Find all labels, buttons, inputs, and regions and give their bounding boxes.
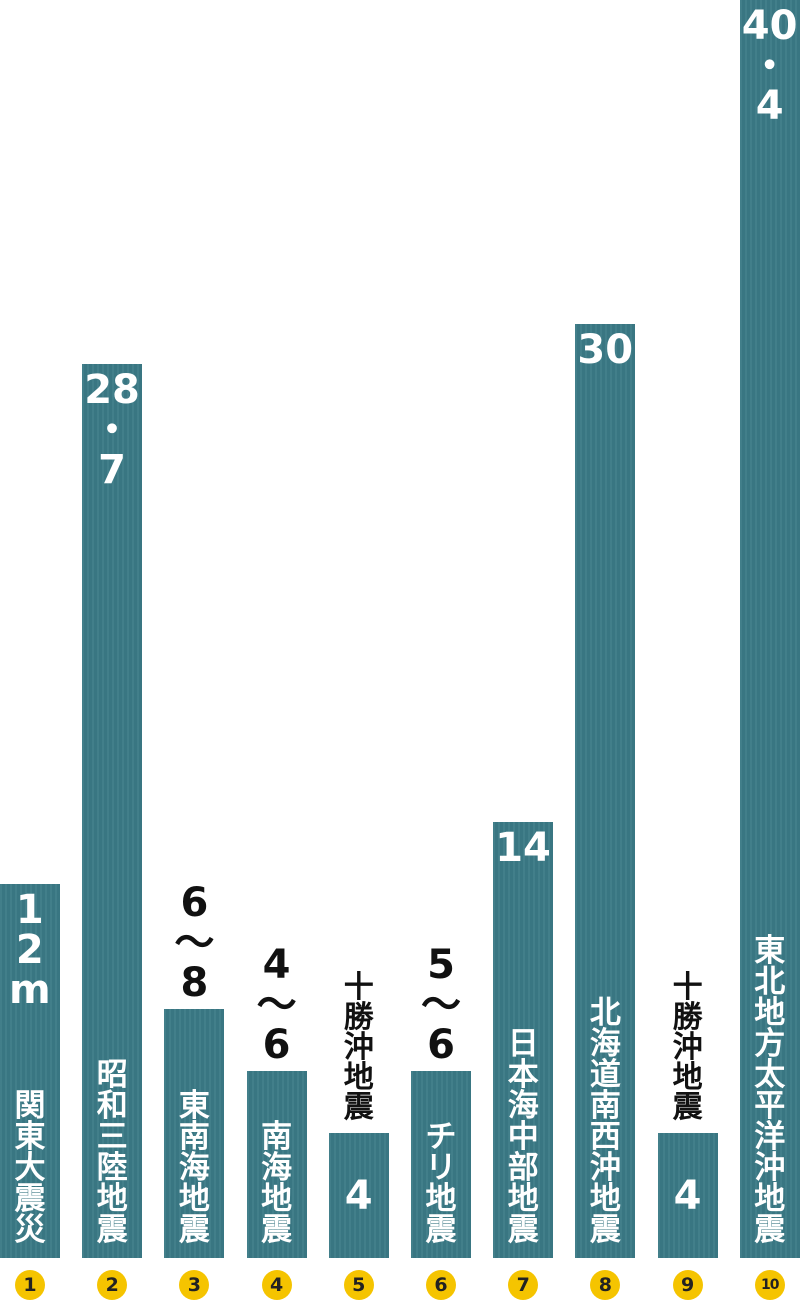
bar-value-label: 4 ～ 6 (257, 945, 297, 1065)
bar-name-label: 関東大震災 (14, 1088, 46, 1248)
value-label-part: 2 (15, 927, 44, 974)
bar-value-label: 6 ～ 8 (174, 883, 214, 1003)
bar-value-label: 30 (577, 330, 633, 370)
value-label-part: ～ (421, 982, 461, 1029)
bar-name-label: 東南海地震 (178, 1088, 210, 1248)
bar-value-label: 4 (345, 1176, 373, 1216)
value-label-part: 40 (741, 3, 798, 49)
value-label-part: 5 (427, 942, 455, 989)
bar-value-label: 14 (495, 828, 551, 868)
value-label-part: ～ (256, 982, 297, 1029)
bar-9 (657, 1133, 718, 1258)
value-label-part: 6 (180, 879, 209, 926)
bar-value-label: 4 (674, 1176, 702, 1216)
bar-index-badge: 3 (179, 1270, 210, 1300)
bar-index-badge: 8 (590, 1270, 621, 1300)
bar-value-label: 40 ・ 4 (742, 6, 798, 126)
value-label-part: 4 (344, 1172, 373, 1219)
bar-7 (493, 822, 554, 1258)
bar-name-label: 東北地方太平洋沖地震 (754, 933, 786, 1248)
bar-10 (739, 0, 800, 1258)
value-label-part: 6 (427, 1022, 455, 1069)
value-label-part: 4 (755, 83, 784, 129)
bar-index-badge: 4 (261, 1270, 292, 1300)
bar-index-badge: 5 (343, 1270, 374, 1300)
bar-name-label: 南海地震 (261, 1119, 293, 1248)
bar-name-label: チリ地震 (425, 1119, 457, 1248)
value-label-part: 14 (495, 825, 551, 872)
value-label-part: 8 (180, 959, 209, 1006)
value-label-part: 4 (262, 942, 291, 989)
bar-name-label: 北海道南西沖地震 (589, 995, 621, 1248)
value-label-part: ・ (749, 43, 790, 89)
bar-index-badge: 7 (508, 1270, 539, 1300)
bar-8 (575, 323, 636, 1258)
bar-name-label: 十勝沖地震 (672, 970, 703, 1126)
bar-index-badge: 2 (97, 1270, 128, 1300)
bar-name-label: 十勝沖地震 (343, 970, 374, 1126)
value-label-part: 4 (673, 1172, 702, 1219)
bar-6 (411, 1071, 471, 1258)
bar-1 (0, 884, 60, 1258)
value-label-part: ・ (92, 407, 133, 454)
value-label-part: 6 (262, 1022, 291, 1069)
bar-value-label: 28 ・ 7 (84, 370, 140, 490)
bar-4 (246, 1071, 307, 1258)
bar-name-label: 日本海中部地震 (507, 1026, 539, 1248)
value-label-part: 28 (84, 367, 140, 414)
value-label-part: 30 (577, 326, 634, 373)
value-label-part: 1 (15, 887, 44, 934)
bar-index-badge: 9 (672, 1270, 703, 1300)
bar-index-badge: 10 (754, 1270, 785, 1300)
bar-3 (164, 1008, 225, 1258)
bar-index-badge: 1 (15, 1270, 45, 1300)
bar-value-label: 5 ～ 6 (421, 945, 461, 1065)
value-label-part: m (9, 967, 51, 1014)
value-label-part: ～ (174, 919, 215, 966)
bar-name-label: 昭和三陸地震 (96, 1057, 128, 1248)
bar-index-badge: 6 (426, 1270, 456, 1300)
value-label-part: 7 (98, 447, 126, 494)
bar-2 (82, 364, 143, 1258)
bar-5 (328, 1133, 389, 1258)
